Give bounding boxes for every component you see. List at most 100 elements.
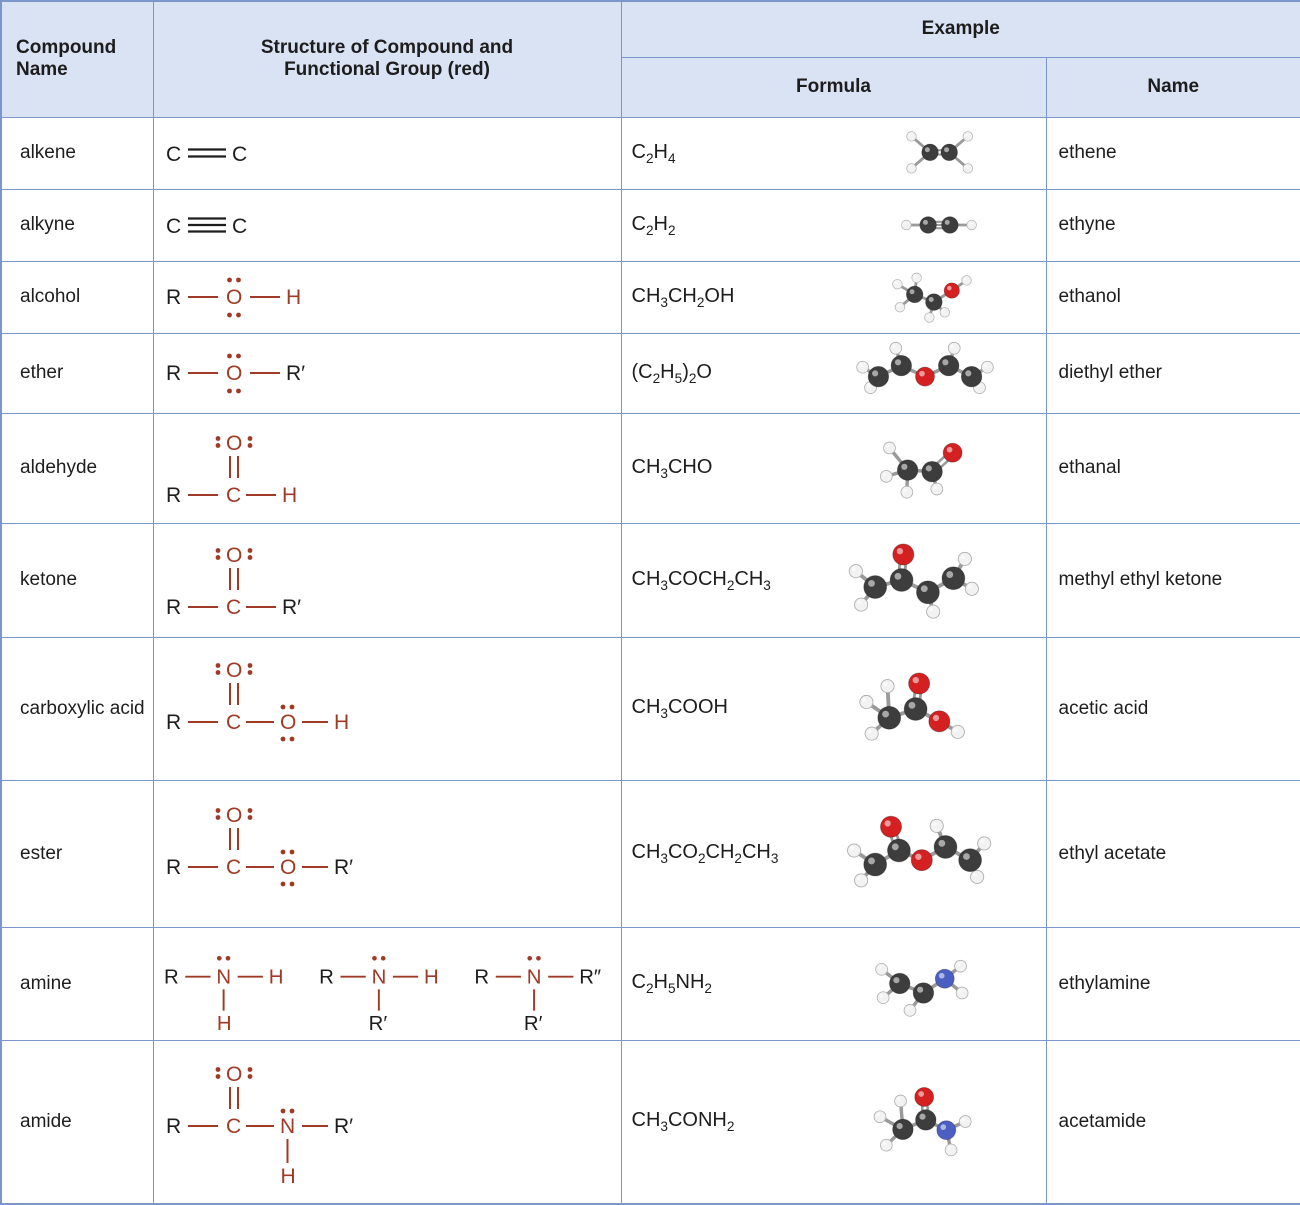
ketone-structure: O R C R′ (166, 544, 301, 619)
example-name: acetic acid (1058, 697, 1149, 719)
compound-name: carboxylic acid (20, 697, 145, 719)
example-name: ethanal (1058, 457, 1121, 478)
example-name-cell: ethyl acetate (1045, 779, 1300, 928)
header-name-label: Name (1147, 76, 1200, 97)
atom-label: C (232, 143, 247, 166)
structure-cell: C C (152, 188, 622, 262)
structure-cell: O R C R′ (152, 522, 622, 638)
structure-cell: O R C N R′ H (152, 1039, 622, 1205)
atom-label: C (166, 215, 181, 238)
formula-cell: CH3COCH2CH3 (620, 522, 1047, 638)
atom-label: H (216, 1013, 231, 1034)
formula-cell: CH3CHO (620, 412, 1047, 524)
atom-label: O (226, 1063, 242, 1086)
compound-name: alkene (20, 142, 76, 163)
formula-cell: C2H2 (620, 188, 1047, 262)
atom-label: R″ (579, 967, 601, 989)
compound-name-cell: amine (0, 926, 154, 1041)
formula-cell: CH3CO2CH2CH3 (620, 779, 1047, 928)
atom-label: R (163, 967, 178, 989)
atom-label: C (226, 596, 241, 619)
atom-label: N (526, 967, 541, 989)
header-example: Example (620, 0, 1300, 58)
aldehyde-structure: O R C H (166, 432, 297, 507)
structure-cell: C C (152, 116, 622, 190)
structure-cell: O R C H (152, 412, 622, 524)
example-name-cell: ethene (1045, 116, 1300, 190)
molecule-acetamide (873, 1087, 972, 1157)
alkyne-structure: C C (166, 215, 247, 238)
formula-cell: CH3CONH2 (620, 1039, 1047, 1205)
ester-structure: O R C O R′ (166, 804, 353, 886)
example-name: methyl ethyl ketone (1058, 569, 1223, 590)
compound-name-cell: alkyne (0, 188, 154, 262)
atom-label: C (226, 1115, 241, 1138)
example-name: acetamide (1058, 1110, 1147, 1132)
atom-label: R (319, 967, 334, 989)
compound-name: ketone (20, 569, 78, 590)
molecule-ethanal (879, 441, 962, 499)
atom-label: R (166, 286, 181, 309)
compound-name: amide (20, 1110, 72, 1132)
atom-label: R′ (368, 1013, 387, 1034)
table-row-ester: ester O R C O R′ (0, 779, 1300, 928)
compound-name-cell: ether (0, 332, 154, 414)
atom-label: R′ (334, 856, 353, 879)
header-formula-label: Formula (796, 76, 871, 97)
example-name-cell: ethylamine (1045, 926, 1300, 1041)
table-row-amine: amine R N H H R N (0, 926, 1300, 1041)
table-row-ketone: ketone O R C R′ CH3COCH2CH3 (0, 522, 1300, 638)
molecule-methyl-ethyl-ketone (848, 543, 979, 619)
header-compound-name-label: Compound Name (16, 37, 117, 81)
compound-name-cell: aldehyde (0, 412, 154, 524)
table-row-alkene: alkene C C C2H4 ethene (0, 116, 1300, 190)
atom-label: H (334, 711, 349, 734)
structure-cell: O R C O H (152, 636, 622, 781)
example-name: ethanol (1058, 286, 1121, 307)
atom-label: N (371, 967, 386, 989)
compound-name: ether (20, 362, 64, 383)
compound-name: alkyne (20, 214, 75, 235)
carboxylic-acid-structure: O R C O H (166, 659, 349, 741)
structure-cell: R O R′ (152, 332, 622, 414)
atom-label: H (280, 1165, 295, 1188)
atom-label: H (282, 484, 297, 507)
example-name-cell: ethanal (1045, 412, 1300, 524)
atom-label: R (166, 484, 181, 507)
molecule-ethyl-acetate (846, 815, 991, 887)
formula: CH3COCH2CH3 (631, 567, 771, 593)
formula: CH3CH2OH (631, 284, 735, 310)
example-name-cell: ethyne (1045, 188, 1300, 262)
formula-cell: (C2H5)2O (620, 332, 1047, 414)
header-structure-label: Structure of Compound and Functional Gro… (260, 37, 514, 81)
formula-cell: CH3CH2OH (620, 260, 1047, 334)
compound-name-cell: carboxylic acid (0, 636, 154, 781)
compound-name-cell: alkene (0, 116, 154, 190)
atom-label: C (232, 215, 247, 238)
header-structure: Structure of Compound and Functional Gro… (152, 0, 622, 118)
example-name: ethylamine (1058, 972, 1151, 994)
atom-label: R′ (282, 596, 301, 619)
amide-structure: O R C N R′ H (166, 1063, 353, 1188)
atom-label: O (226, 286, 242, 309)
table-row-alcohol: alcohol R O H CH3CH2OH ethanol (0, 260, 1300, 334)
atom-label: H (286, 286, 301, 309)
atom-label: C (226, 856, 241, 879)
atom-label: R (166, 711, 181, 734)
formula: C2H5NH2 (631, 971, 712, 996)
example-name: ethyne (1058, 214, 1116, 235)
header-compound-name: Compound Name (0, 0, 154, 118)
atom-label: R′ (286, 362, 305, 385)
header-formula: Formula (620, 56, 1047, 118)
header-example-label: Example (921, 18, 1000, 40)
compound-name-cell: amide (0, 1039, 154, 1205)
atom-label: H (423, 967, 438, 989)
amine-structures: R N H H R N H R′ (163, 955, 601, 1034)
formula: C2H4 (631, 140, 676, 166)
atom-label: O (280, 711, 296, 734)
atom-label: R (166, 596, 181, 619)
atom-label: H (268, 967, 283, 989)
molecule-ethanol (891, 272, 972, 323)
structure-cell: R O H (152, 260, 622, 334)
